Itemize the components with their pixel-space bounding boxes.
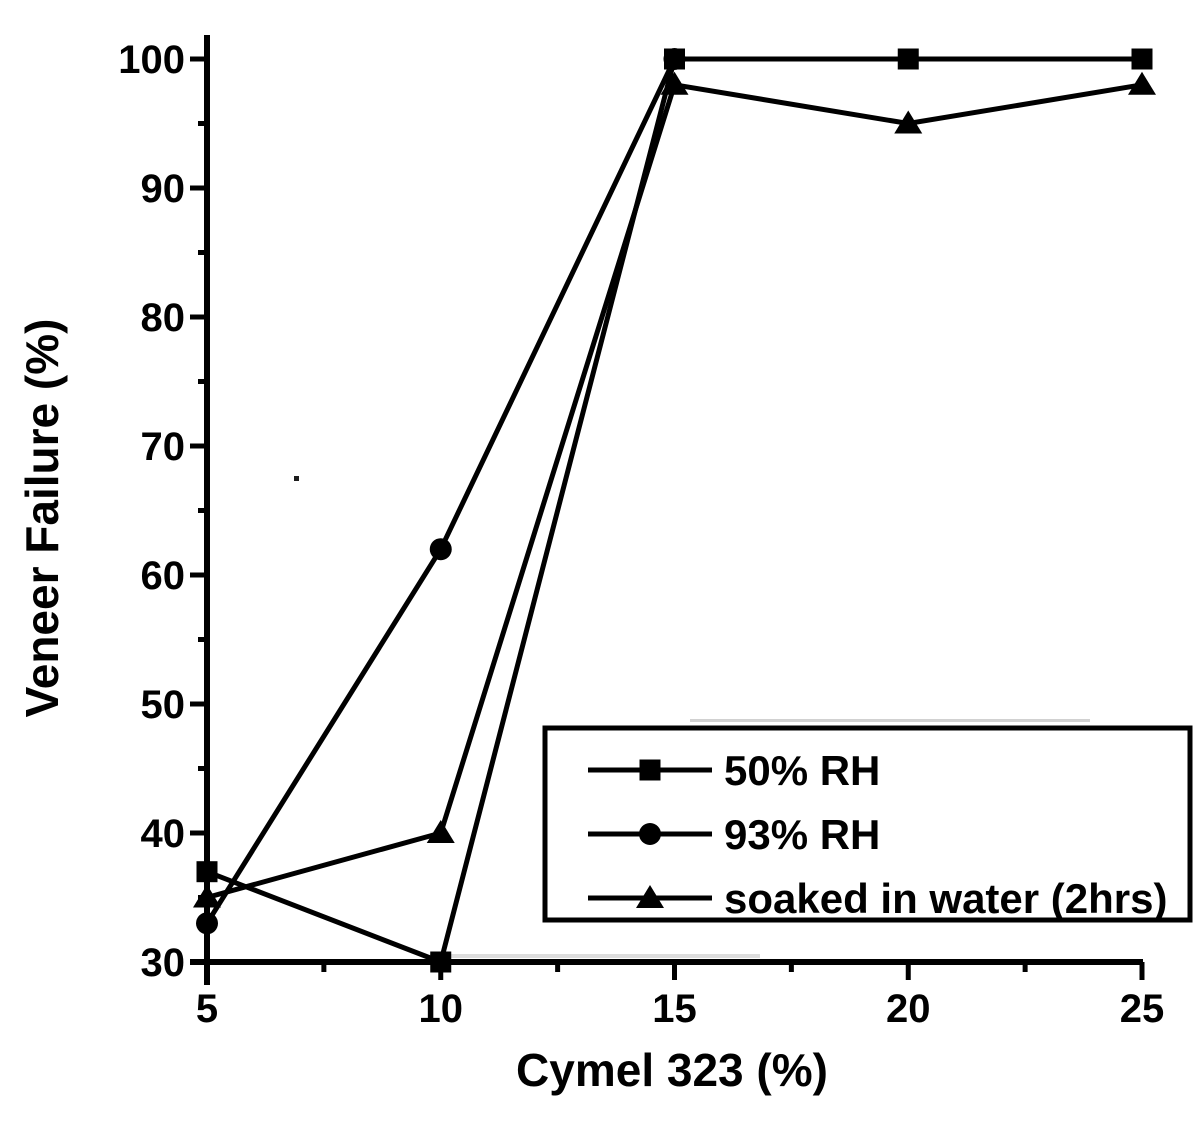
y-axis-label: Veneer Failure (%) (16, 319, 68, 718)
y-tick-label: 30 (141, 941, 186, 985)
scan-speck (294, 476, 299, 481)
y-tick-label: 100 (118, 38, 185, 82)
x-tick-label: 10 (419, 987, 464, 1031)
scan-streak (430, 954, 760, 958)
x-tick-label: 25 (1120, 987, 1165, 1031)
scan-streak (690, 719, 1090, 722)
marker-square-50-rh (897, 48, 919, 70)
marker-triangle-soaked-in-water-2hrs (193, 884, 221, 908)
legend-square-icon (639, 759, 661, 781)
x-tick-label: 15 (652, 987, 697, 1031)
y-tick-label: 70 (141, 425, 186, 469)
y-tick-label: 60 (141, 554, 186, 598)
marker-square-50-rh (430, 951, 452, 973)
legend-triangle-icon (636, 885, 664, 908)
marker-triangle-soaked-in-water-2hrs (894, 110, 923, 134)
legend-label: soaked in water (2hrs) (724, 875, 1167, 922)
legend-circle-icon (639, 823, 661, 845)
x-tick-label: 5 (196, 987, 218, 1031)
legend-label: 93% RH (724, 811, 880, 858)
marker-square-50-rh (1131, 48, 1153, 70)
y-tick-label: 80 (141, 296, 186, 340)
marker-triangle-soaked-in-water-2hrs (1128, 71, 1156, 95)
marker-triangle-soaked-in-water-2hrs (660, 71, 689, 95)
marker-triangle-soaked-in-water-2hrs (426, 820, 455, 843)
x-tick-label: 20 (886, 987, 931, 1031)
y-tick-label: 40 (141, 812, 186, 856)
marker-square-50-rh (196, 861, 218, 883)
y-tick-label: 90 (141, 167, 186, 211)
x-axis-label: Cymel 323 (%) (516, 1044, 828, 1096)
marker-circle-93-rh (429, 538, 452, 561)
legend-label: 50% RH (724, 747, 880, 794)
marker-circle-93-rh (663, 48, 686, 70)
marker-circle-93-rh (196, 912, 218, 935)
y-tick-label: 50 (141, 683, 186, 727)
